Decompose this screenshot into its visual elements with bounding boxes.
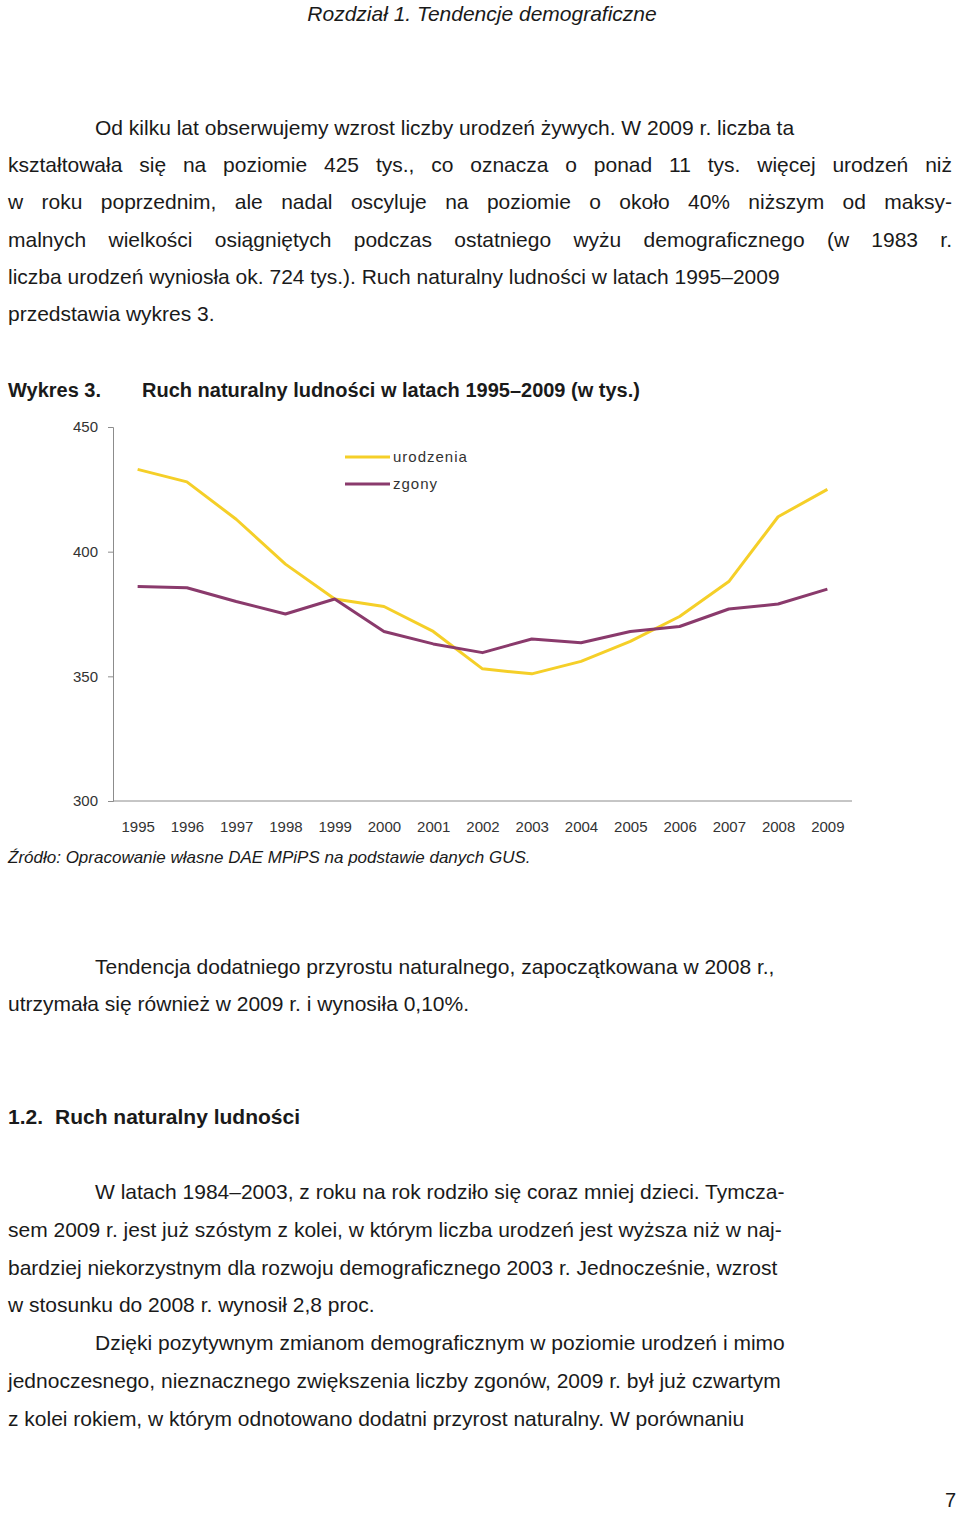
y-tick-label: 300 — [73, 792, 98, 809]
figure-label: Wykres 3. — [8, 379, 101, 401]
x-tick: 1999 — [319, 801, 352, 835]
running-header: Rozdział 1. Tendencje demograficzne — [0, 0, 960, 28]
x-tick-label: 2003 — [516, 818, 549, 835]
y-tick-mark — [108, 552, 113, 553]
x-tick: 2004 — [565, 801, 598, 835]
x-tick: 2005 — [614, 801, 647, 835]
x-tick: 2001 — [417, 801, 450, 835]
paragraph-line: malnych wielkości osiągniętych podczas o… — [8, 226, 952, 254]
x-tick: 1997 — [220, 801, 253, 835]
paragraph-line: Dzięki pozytywnym zmianom demograficznym… — [95, 1329, 952, 1357]
paragraph-line: w roku poprzednim, ale nadal oscyluje na… — [8, 188, 952, 216]
x-tick-label: 2009 — [811, 818, 844, 835]
section-title: Ruch naturalny ludności — [55, 1103, 300, 1131]
x-tick-label: 2006 — [663, 818, 696, 835]
x-axis-line — [113, 801, 852, 802]
x-tick: 2008 — [762, 801, 795, 835]
legend-swatch — [345, 456, 390, 459]
x-tick-label: 1995 — [121, 818, 154, 835]
paragraph-line: w stosunku do 2008 r. wynosił 2,8 proc. — [8, 1291, 952, 1319]
x-tick-label: 2002 — [466, 818, 499, 835]
y-axis-line — [108, 428, 114, 802]
chart-title: Ruch naturalny ludności w latach 1995–20… — [142, 379, 640, 401]
y-tick: 400 — [73, 543, 113, 560]
paragraph-line: kształtowała się na poziomie 425 tys., c… — [8, 151, 952, 179]
x-tick-label: 2004 — [565, 818, 598, 835]
paragraph-line: sem 2009 r. jest już szóstym z kolei, w … — [8, 1216, 952, 1244]
legend: urodzenia zgony — [345, 448, 468, 492]
figure-source: Źródło: Opracowanie własne DAE MPiPS na … — [7, 848, 531, 867]
x-tick: 2007 — [713, 801, 746, 835]
y-tick-mark — [108, 427, 113, 428]
chart: Wykres 3. Ruch naturalny ludności w latac… — [0, 0, 960, 1514]
x-tick-label: 2008 — [762, 818, 795, 835]
page-number: 7 — [900, 1486, 956, 1514]
paragraph-line: przedstawia wykres 3. — [8, 300, 952, 328]
paragraph-line: W latach 1984–2003, z roku na rok rodził… — [95, 1178, 952, 1206]
legend-label: urodzenia — [393, 448, 468, 465]
x-tick: 2002 — [466, 801, 499, 835]
x-tick-label: 1996 — [171, 818, 204, 835]
paragraph-line: utrzymała się również w 2009 r. i wynosi… — [8, 990, 952, 1018]
paragraph-line: Tendencja dodatniego przyrostu naturalne… — [95, 953, 952, 981]
x-tick: 2003 — [516, 801, 549, 835]
x-tick: 1998 — [269, 801, 302, 835]
y-tick-mark — [108, 676, 113, 677]
section-number: 1.2. — [8, 1103, 43, 1131]
x-tick-label: 2000 — [368, 818, 401, 835]
x-tick: 2000 — [368, 801, 401, 835]
y-axis: 300 350 400 450 — [73, 418, 114, 809]
legend-swatch — [345, 483, 390, 486]
page: Rozdział 1. Tendencje demograficzne Od ki… — [0, 0, 960, 1514]
paragraph-line: z kolei rokiem, w którym odnotowano doda… — [8, 1405, 952, 1433]
x-tick: 1995 — [121, 801, 154, 835]
paragraph-line: Od kilku lat obserwujemy wzrost liczby u… — [95, 114, 952, 142]
x-tick-label: 1999 — [319, 818, 352, 835]
paragraph-line: jednoczesnego, nieznacznego zwiększenia … — [8, 1367, 952, 1395]
y-tick: 350 — [73, 668, 113, 685]
x-tick-label: 2007 — [713, 818, 746, 835]
y-tick-label: 350 — [73, 668, 98, 685]
x-tick-label: 2005 — [614, 818, 647, 835]
y-tick: 300 — [73, 792, 113, 809]
y-tick-label: 450 — [73, 418, 98, 435]
x-tick-label: 1997 — [220, 818, 253, 835]
x-tick: 2009 — [811, 801, 844, 835]
series-line — [138, 587, 828, 653]
x-tick: 2006 — [663, 801, 696, 835]
y-tick-label: 400 — [73, 543, 98, 560]
series-line — [138, 469, 828, 673]
y-tick: 450 — [73, 418, 113, 435]
legend-label: zgony — [393, 475, 438, 492]
paragraph-line: liczba urodzeń wyniosła ok. 724 tys.). R… — [8, 263, 952, 291]
plot-area — [138, 469, 828, 673]
x-tick: 1996 — [171, 801, 204, 835]
x-tick-label: 1998 — [269, 818, 302, 835]
y-tick-mark — [108, 801, 113, 802]
paragraph-line: bardziej niekorzystnym dla rozwoju demog… — [8, 1254, 952, 1282]
x-tick-label: 2001 — [417, 818, 450, 835]
x-axis: 1995 1996 1997 1998 1999 2000 2001 2002 2003 2004… — [113, 801, 852, 835]
